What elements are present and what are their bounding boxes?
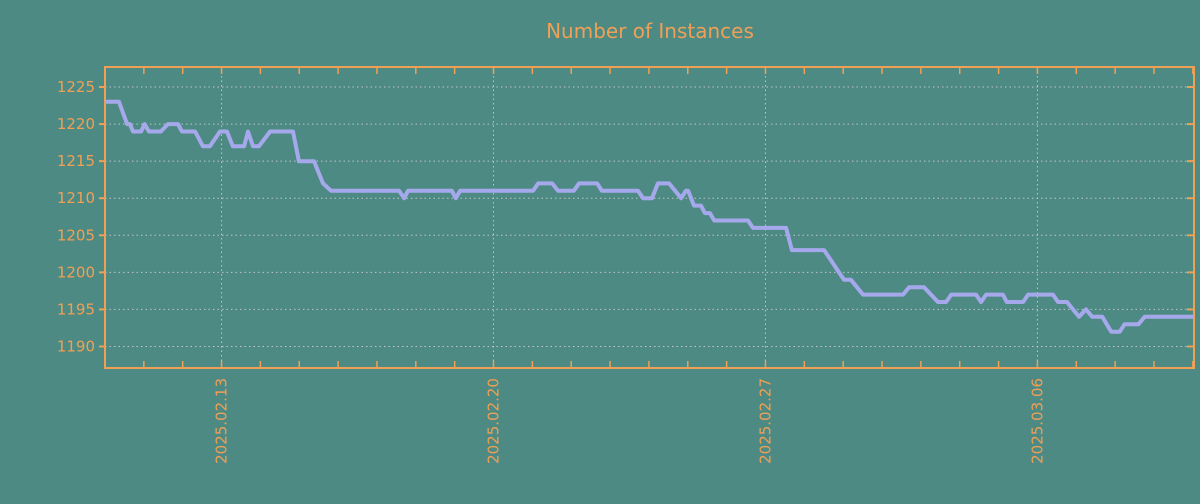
y-tick-label: 1205 [57,226,95,244]
plot-border [104,66,1195,369]
y-tick-label: 1195 [57,300,95,318]
y-tick-label: 1210 [57,189,95,207]
gridlines [105,67,1194,368]
x-tick-label: 2025.03.06 [1028,378,1046,464]
y-tick-label: 1215 [57,152,95,170]
x-tick-label: 2025.02.20 [485,378,503,464]
x-tick-label: 2025.02.27 [756,378,774,464]
y-axis-tick-labels: 1190 1195 1200 1205 1210 1215 1220 1225 [57,78,95,355]
y-tick-label: 1200 [57,263,95,281]
x-tick-label: 2025.02.13 [213,378,231,464]
y-tick-label: 1225 [57,78,95,96]
chart-title: Number of Instances [546,19,754,43]
y-tick-label: 1190 [57,338,95,356]
x-axis-tick-labels: 2025.02.13 2025.02.20 2025.02.27 2025.03.06 [213,378,1047,464]
axis-ticks [99,67,1194,368]
data-line-instances [105,99,1194,334]
y-tick-label: 1220 [57,115,95,133]
